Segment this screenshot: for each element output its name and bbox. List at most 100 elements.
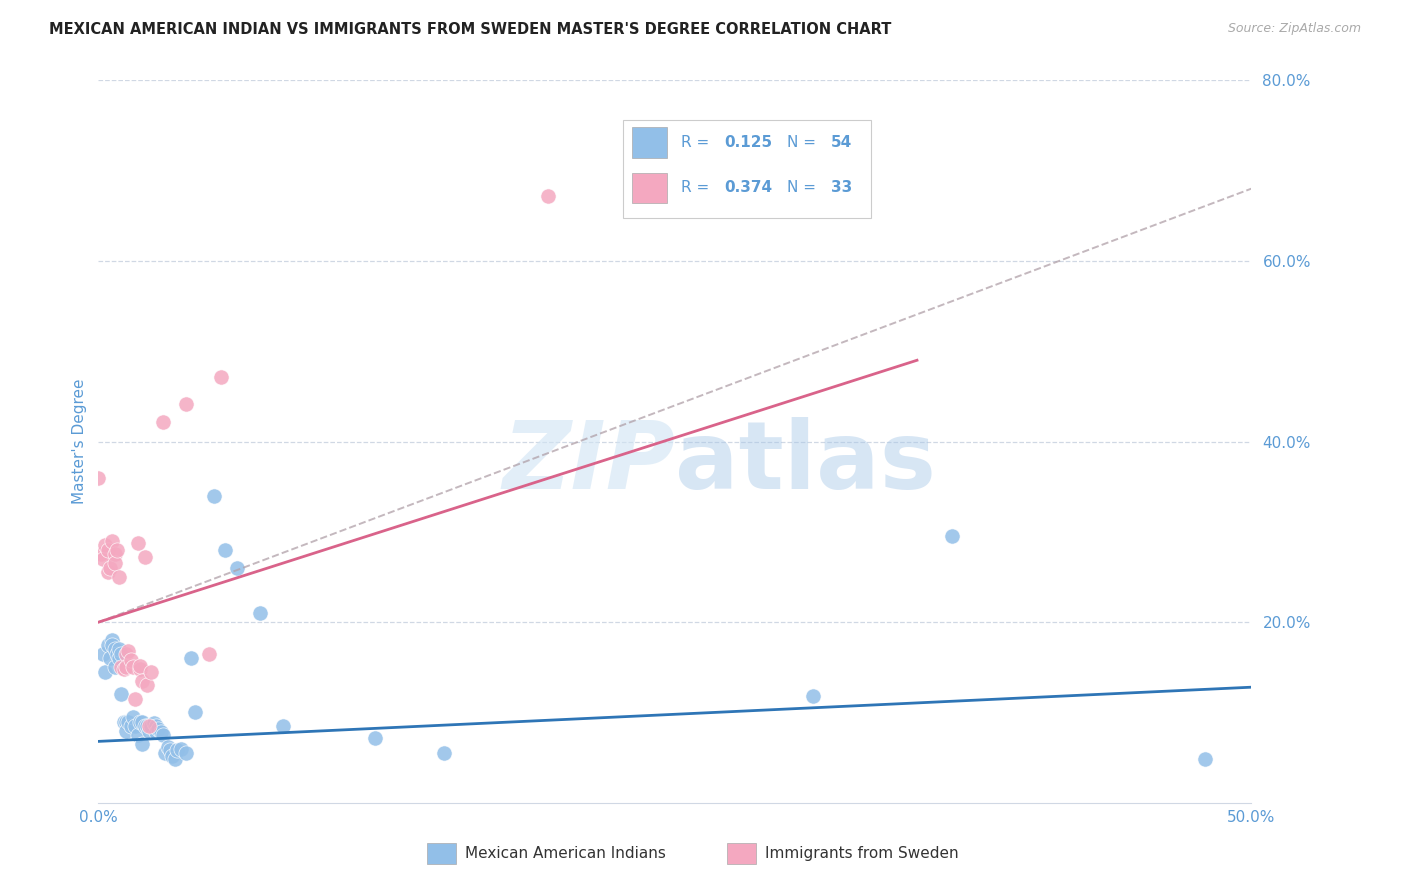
Point: [156, 739, 179, 754]
Point: [142, 716, 165, 731]
Point: [129, 714, 152, 729]
Point: [801, 690, 824, 704]
FancyBboxPatch shape: [427, 843, 456, 864]
Point: [129, 658, 152, 673]
Text: Source: ZipAtlas.com: Source: ZipAtlas.com: [1227, 22, 1361, 36]
Point: [87, 471, 110, 485]
Point: [108, 642, 131, 657]
Point: [131, 714, 153, 729]
Point: [141, 719, 163, 733]
Text: R =: R =: [681, 180, 714, 195]
Point: [91, 647, 114, 661]
Point: [101, 638, 124, 652]
Point: [103, 642, 125, 657]
Point: [198, 647, 221, 661]
Point: [138, 723, 160, 738]
Point: [135, 719, 157, 733]
Point: [124, 719, 146, 733]
Point: [1194, 752, 1216, 766]
Point: [129, 662, 152, 676]
Point: [122, 710, 145, 724]
Point: [101, 533, 124, 548]
Point: [108, 651, 131, 665]
Point: [170, 741, 193, 756]
Point: [184, 706, 207, 720]
Point: [94, 665, 117, 679]
Point: [145, 725, 167, 739]
Point: [117, 714, 139, 729]
Point: [131, 737, 153, 751]
Point: [98, 651, 121, 665]
Point: [134, 719, 156, 733]
Text: 54: 54: [831, 135, 852, 150]
Point: [174, 396, 197, 410]
Point: [433, 746, 456, 760]
Point: [180, 651, 202, 665]
Text: 0.125: 0.125: [724, 135, 772, 150]
Point: [110, 687, 132, 701]
Point: [115, 714, 138, 729]
Point: [159, 743, 181, 757]
Point: [149, 725, 172, 739]
Point: [103, 660, 125, 674]
Point: [145, 719, 167, 733]
Point: [134, 550, 156, 565]
Point: [101, 633, 124, 648]
Text: 0.374: 0.374: [724, 180, 772, 195]
Point: [131, 673, 153, 688]
Point: [110, 647, 132, 661]
Text: N =: N =: [787, 135, 821, 150]
Point: [120, 653, 142, 667]
Text: N =: N =: [787, 180, 821, 195]
Point: [209, 369, 232, 384]
Point: [105, 647, 128, 661]
Point: [115, 660, 138, 674]
Point: [127, 728, 149, 742]
Y-axis label: Master's Degree: Master's Degree: [72, 379, 87, 504]
Point: [202, 489, 225, 503]
Point: [112, 714, 135, 729]
Point: [103, 548, 125, 562]
FancyBboxPatch shape: [633, 128, 666, 158]
Point: [122, 660, 145, 674]
Point: [364, 731, 387, 745]
Point: [166, 743, 188, 757]
Point: [135, 678, 157, 692]
Point: [155, 746, 177, 760]
Text: MEXICAN AMERICAN INDIAN VS IMMIGRANTS FROM SWEDEN MASTER'S DEGREE CORRELATION CH: MEXICAN AMERICAN INDIAN VS IMMIGRANTS FR…: [49, 22, 891, 37]
Text: R =: R =: [681, 135, 714, 150]
Point: [91, 552, 114, 566]
Point: [160, 748, 183, 763]
Text: ZIP: ZIP: [502, 417, 675, 509]
Text: Immigrants from Sweden: Immigrants from Sweden: [765, 846, 959, 861]
Point: [148, 722, 170, 736]
FancyBboxPatch shape: [727, 843, 755, 864]
Point: [103, 557, 125, 571]
Point: [249, 606, 271, 620]
Point: [97, 542, 120, 557]
Point: [97, 638, 120, 652]
Point: [152, 728, 174, 742]
Point: [110, 660, 132, 674]
Point: [225, 561, 247, 575]
FancyBboxPatch shape: [623, 120, 870, 218]
Point: [105, 542, 128, 557]
Point: [90, 548, 112, 562]
Point: [94, 538, 117, 552]
Point: [124, 692, 146, 706]
Point: [127, 535, 149, 549]
Point: [138, 719, 160, 733]
Point: [537, 189, 560, 203]
Point: [163, 752, 186, 766]
Point: [98, 561, 121, 575]
Point: [271, 719, 294, 733]
Point: [108, 570, 131, 584]
Point: [152, 415, 174, 429]
Point: [97, 566, 120, 580]
FancyBboxPatch shape: [633, 173, 666, 203]
Point: [117, 644, 139, 658]
Point: [214, 542, 236, 557]
Point: [115, 723, 138, 738]
Point: [941, 529, 963, 543]
Text: Mexican American Indians: Mexican American Indians: [465, 846, 666, 861]
